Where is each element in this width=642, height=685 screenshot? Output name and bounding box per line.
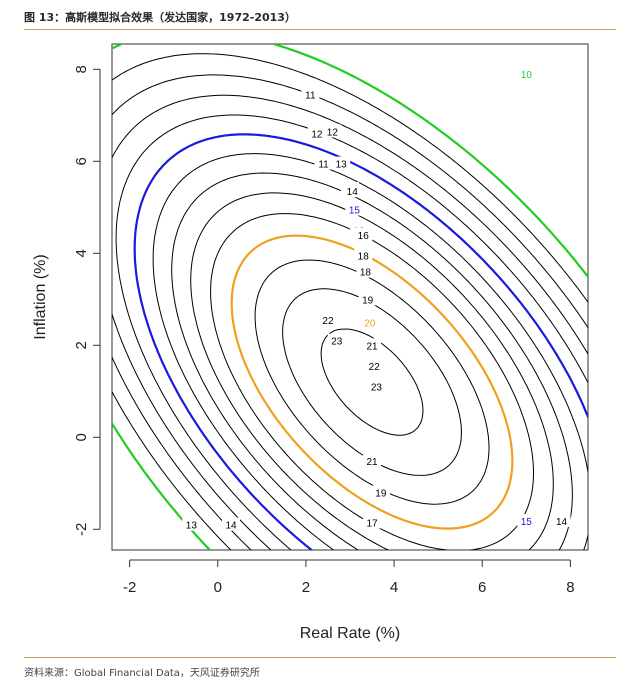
contour-extra-label: 13 (186, 521, 198, 532)
y-tick-label: 8 (73, 65, 90, 73)
contour-label-bg (358, 292, 377, 306)
contour-line-11 (112, 53, 588, 550)
contour-line-21 (254, 259, 490, 505)
contour-line-12 (112, 74, 588, 550)
contour-extra-label: 23 (331, 337, 343, 348)
contour-extra-label: 18 (358, 252, 370, 263)
contour-label-19: 19 (362, 295, 374, 306)
contour-label-18: 18 (360, 268, 372, 279)
contour-line-10 (112, 44, 588, 550)
contour-label-bg (318, 313, 337, 326)
contour-line-18 (190, 192, 554, 550)
contour-extra-label: 14 (225, 521, 237, 532)
x-tick-label: 4 (390, 579, 398, 596)
contour-label-bg (360, 315, 379, 329)
contour-label-bg (367, 379, 386, 393)
contour-line-13 (112, 94, 588, 550)
contour-line-16 (152, 153, 588, 550)
contour-label-12: 12 (327, 127, 339, 138)
contour-extra-label: 14 (347, 187, 359, 198)
contour-extra-label: 19 (375, 489, 387, 500)
contour-extra-label: 15 (521, 517, 533, 528)
contour-line-14 (115, 114, 588, 550)
contour-extra-label: 16 (358, 231, 370, 242)
y-tick-label: 0 (73, 433, 90, 441)
contour-label-bg (182, 517, 201, 531)
contour-label-bg (301, 87, 320, 101)
contour-label-bg (354, 248, 373, 262)
contour-label-bg (343, 184, 362, 198)
contour-label-bg (517, 66, 536, 80)
contour-lines (112, 44, 588, 550)
contour-label-bg (365, 359, 384, 372)
contour-label-bg (332, 156, 351, 170)
x-tick-label: 0 (214, 579, 222, 596)
contour-label-bg (552, 514, 571, 528)
x-tick-label: 2 (302, 579, 310, 596)
contour-extra-label: 22 (322, 316, 334, 327)
contour-extra-label: 12 (311, 130, 323, 141)
contour-label-bg (323, 124, 342, 138)
contour-label-10: 10 (521, 70, 533, 81)
x-axis: -2 0 2 4 6 8 (123, 559, 575, 596)
contour-line-15 (133, 133, 588, 550)
contour-label-bg (345, 202, 364, 216)
contour-label-bg (356, 264, 375, 278)
x-tick-label: 8 (566, 579, 574, 596)
bottom-divider (24, 657, 616, 658)
contour-label-23: 23 (371, 383, 383, 394)
contour-extra-label: 21 (366, 457, 378, 468)
y-tick-label: 4 (73, 249, 90, 257)
x-tick-label: -2 (123, 579, 136, 596)
x-tick-label: 6 (478, 579, 486, 596)
contour-line-19 (210, 213, 534, 550)
contour-label-bg (517, 514, 536, 528)
source-note: 资料来源：Global Financial Data，天风证券研究所 (24, 668, 260, 679)
contour-line-23 (320, 328, 424, 436)
contour-label-bg (314, 156, 333, 170)
contour-line-17 (171, 172, 573, 550)
contour-label-bg (363, 338, 382, 352)
contour-label-15: 15 (349, 206, 361, 217)
y-axis-title: Inflation (%) (32, 254, 49, 339)
contour-label-bg (307, 126, 326, 140)
figure-title: 图 13：高斯模型拟合效果（发达国家，1972-2013） (24, 11, 296, 24)
contour-label-bg (363, 515, 382, 529)
contour-label-21: 21 (366, 341, 378, 352)
contour-extra-label: 11 (318, 160, 329, 171)
contour-label-20: 20 (364, 318, 376, 329)
y-tick-label: -2 (73, 523, 90, 536)
contour-label-bg (354, 227, 373, 241)
y-axis: -2 0 2 4 6 8 (73, 65, 101, 536)
y-tick-label: 2 (73, 341, 90, 349)
contour-extra-label: 14 (556, 517, 568, 528)
contour-label-22: 22 (369, 362, 381, 373)
y-tick-label: 6 (73, 157, 90, 165)
top-divider (24, 29, 616, 30)
contour-extra-label: 17 (366, 518, 378, 529)
contour-label-bg (371, 485, 390, 499)
contour-label-11: 11 (305, 91, 316, 102)
contour-label-bg (363, 454, 382, 468)
x-axis-title: Real Rate (%) (300, 625, 400, 642)
contour-line-20 (230, 234, 514, 530)
contour-label-13: 13 (336, 160, 348, 171)
contour-labels: 1011121314151617181920212223121114161822… (182, 66, 571, 532)
contour-label-bg (327, 333, 346, 347)
contour-label-bg (222, 517, 240, 531)
